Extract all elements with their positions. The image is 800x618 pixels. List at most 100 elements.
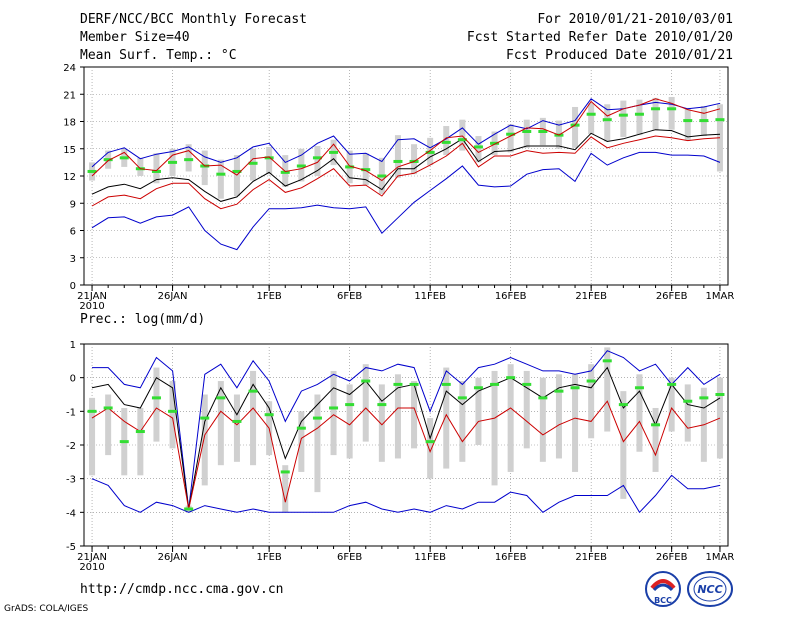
panel1-spread-box — [523, 119, 530, 148]
panel2-spread-box — [475, 377, 482, 445]
panel2-median-marker — [715, 393, 725, 396]
panel1-xtick-label: 11FEB — [414, 291, 446, 302]
panel2-median-marker — [457, 396, 467, 400]
panel2-spread-box — [604, 347, 611, 432]
panel2-spread-box — [137, 407, 144, 476]
panel1-median-marker — [232, 169, 242, 173]
panel2-median-marker — [280, 470, 290, 474]
source-url: http://cmdp.ncc.cma.gov.cn — [80, 582, 284, 597]
panel1-median-marker — [667, 107, 677, 111]
panel2-spread-box — [378, 384, 385, 462]
panel1-median-marker — [361, 168, 371, 172]
panel1-spread-box — [636, 99, 643, 136]
panel2-median-marker — [538, 396, 548, 400]
panel1-lower-line — [91, 135, 721, 210]
panel2-spread-box — [491, 370, 498, 486]
panel1-median-marker — [216, 172, 226, 176]
panel2-spread-box — [684, 384, 691, 442]
panel2-median-marker — [602, 359, 612, 363]
panel1-ytick-label: 18 — [63, 118, 76, 129]
panel1-median-marker — [119, 156, 129, 160]
panel1-median-marker — [393, 159, 403, 163]
panel1-upper-line — [91, 98, 721, 168]
panel1-median-marker — [87, 169, 97, 173]
panel2-spread-box — [362, 364, 369, 442]
panel1-ytick-label: 24 — [63, 63, 76, 74]
panel2-spread-box — [507, 364, 514, 472]
panel1-spread-box — [266, 146, 273, 175]
panel1-ytick-label: 3 — [70, 254, 76, 265]
panel1-spread-box — [475, 136, 482, 163]
panel1-ytick-label: 21 — [63, 90, 76, 101]
panel2-median-marker — [667, 382, 677, 386]
panel1-median-marker — [377, 174, 387, 178]
panel2-xtick-label: 21FEB — [575, 552, 607, 563]
panel1-median-marker — [151, 169, 161, 173]
panel2-median-marker — [409, 382, 419, 386]
panel2-median-marker — [119, 440, 129, 444]
panel2-spread-box — [427, 418, 434, 479]
panel2-ytick-label: -2 — [66, 441, 76, 452]
panel2-xtick-label: 16FEB — [495, 552, 527, 563]
panel1-median-marker — [490, 141, 500, 145]
panel1-spread-box — [588, 103, 595, 135]
panel1-spread-box — [459, 119, 466, 151]
panel1-median-marker — [538, 129, 548, 133]
grads-credit: GrADS: COLA/IGES — [4, 604, 89, 614]
panel1-median-marker — [699, 119, 709, 123]
panel2-median-marker — [473, 386, 483, 390]
panel1-median-marker — [248, 161, 258, 165]
panel2-median-marker — [490, 382, 500, 386]
panel1-median-marker — [506, 132, 516, 136]
panel1-median-marker — [602, 118, 612, 122]
panel1-xsublabel: 2010 — [79, 301, 104, 312]
panel2-spread-box — [539, 377, 546, 462]
panel1-spread-box — [684, 107, 691, 141]
panel1-spread-box — [652, 97, 659, 131]
panel1-ytick-label: 0 — [70, 281, 76, 292]
panel2-median-marker — [618, 403, 628, 407]
panel1-median-marker — [296, 164, 306, 168]
panel1-spread-box — [620, 100, 627, 137]
panel2-spread-box — [250, 370, 257, 466]
figure-title: DERF/NCC/BCC Monthly Forecast — [80, 12, 307, 27]
panel2-median-marker — [586, 379, 596, 383]
panel2-ytick-label: 1 — [70, 340, 76, 351]
ncc-logo: NCC — [687, 571, 733, 607]
panel2-xsublabel: 2010 — [79, 562, 104, 573]
panel2-spread-box — [572, 374, 579, 472]
panel2-spread-box — [620, 391, 627, 499]
panel2-median-marker — [634, 386, 644, 390]
panel2-spread-box — [652, 407, 659, 472]
panel2-median-marker — [522, 382, 532, 386]
panel1-spread-box — [604, 104, 611, 142]
panel1-spread-box — [572, 106, 579, 148]
panel2-xtick-label: 21JAN — [77, 552, 107, 563]
panel1-spread-box — [137, 157, 144, 176]
panel2-median-marker — [232, 419, 242, 423]
panel1-median-marker — [103, 158, 113, 162]
panel2-median-marker — [200, 416, 210, 420]
panel1-spread-box — [394, 135, 401, 178]
panel2-ytick-label: -5 — [66, 542, 76, 553]
panel1-xtick-label: 21FEB — [575, 291, 607, 302]
panel1-median-marker — [264, 156, 274, 160]
panel1-median-marker — [168, 160, 178, 164]
panel1-xtick-label: 6FEB — [337, 291, 362, 302]
panel1-median-marker — [425, 150, 435, 154]
panel1-spread-box — [185, 144, 192, 172]
panel2-spread-box — [89, 397, 96, 476]
panel1-spread-box — [153, 153, 160, 184]
panel2-median-marker — [216, 396, 226, 400]
panel2-spread-box — [459, 381, 466, 462]
panel1-spread-box — [314, 146, 321, 176]
panel1-median-marker — [586, 112, 596, 116]
panel2-spread-box — [394, 374, 401, 459]
panel2-median-marker — [361, 379, 371, 383]
panel2-spread-box — [443, 367, 450, 469]
panel2-median-marker — [393, 382, 403, 386]
panel2-median-marker — [377, 403, 387, 407]
panel2-spread-box — [282, 465, 289, 513]
